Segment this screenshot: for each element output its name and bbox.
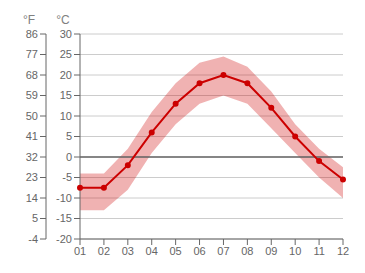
svg-text:-5: -5 bbox=[62, 171, 72, 183]
svg-text:07: 07 bbox=[217, 245, 229, 257]
svg-text:01: 01 bbox=[74, 245, 86, 257]
svg-text:04: 04 bbox=[146, 245, 158, 257]
svg-text:50: 50 bbox=[26, 110, 38, 122]
svg-text:06: 06 bbox=[193, 245, 205, 257]
svg-text:0: 0 bbox=[66, 151, 72, 163]
svg-text:86: 86 bbox=[26, 28, 38, 40]
svg-text:03: 03 bbox=[122, 245, 134, 257]
svg-text:15: 15 bbox=[60, 89, 72, 101]
svg-text:30: 30 bbox=[60, 28, 72, 40]
svg-text:5: 5 bbox=[32, 212, 38, 224]
svg-text:-10: -10 bbox=[56, 192, 72, 204]
svg-text:41: 41 bbox=[26, 130, 38, 142]
svg-text:°C: °C bbox=[56, 13, 70, 27]
svg-text:14: 14 bbox=[26, 192, 38, 204]
svg-text:-15: -15 bbox=[56, 212, 72, 224]
svg-text:11: 11 bbox=[313, 245, 324, 257]
svg-text:59: 59 bbox=[26, 89, 38, 101]
svg-text:10: 10 bbox=[60, 110, 72, 122]
svg-text:08: 08 bbox=[241, 245, 253, 257]
svg-text:68: 68 bbox=[26, 69, 38, 81]
svg-text:10: 10 bbox=[289, 245, 301, 257]
svg-text:02: 02 bbox=[98, 245, 110, 257]
svg-text:77: 77 bbox=[26, 48, 38, 60]
svg-text:-4: -4 bbox=[28, 233, 38, 245]
svg-text:12: 12 bbox=[337, 245, 349, 257]
svg-text:25: 25 bbox=[60, 48, 72, 60]
svg-text:05: 05 bbox=[170, 245, 182, 257]
svg-text:23: 23 bbox=[26, 171, 38, 183]
svg-text:09: 09 bbox=[265, 245, 277, 257]
svg-text:5: 5 bbox=[66, 130, 72, 142]
svg-text:°F: °F bbox=[23, 13, 35, 27]
svg-text:20: 20 bbox=[60, 69, 72, 81]
svg-text:-20: -20 bbox=[56, 233, 72, 245]
svg-text:32: 32 bbox=[26, 151, 38, 163]
